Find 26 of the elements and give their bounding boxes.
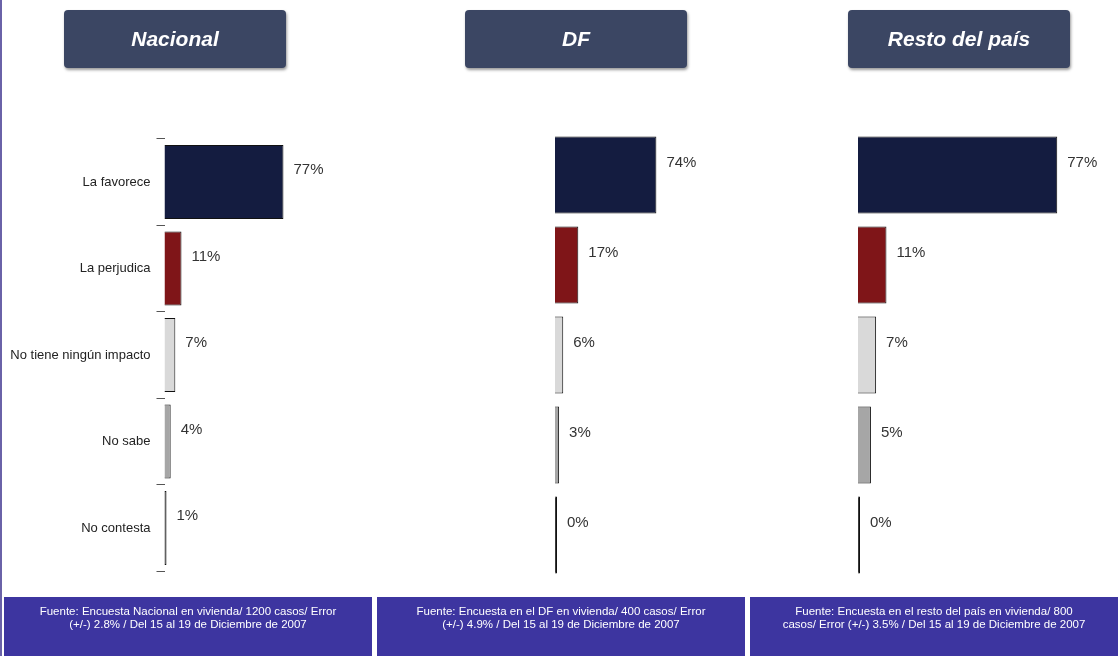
data-label: 5% bbox=[880, 423, 903, 441]
data-label: 0% bbox=[870, 513, 892, 531]
data-label: 3% bbox=[569, 423, 591, 441]
y-tick-label: No tiene ningún impacto bbox=[10, 346, 151, 362]
source-note: Fuente: Encuesta en el resto del país en vivienda/ 800 casos/ Error (+/-) 3.5% / Del 15 al 19 de Diciembre de 2007 bbox=[750, 597, 1118, 656]
data-label: 0% bbox=[567, 513, 589, 531]
source-note: Fuente: Encuesta Nacional en vivienda/ 1200 casos/ Error (+/-) 2.8% / Del 15 al 19 de Diciembre de 2007 bbox=[4, 597, 372, 656]
data-label: 11% bbox=[191, 246, 221, 264]
data-label: 1% bbox=[176, 506, 199, 524]
data-label: 7% bbox=[886, 333, 908, 351]
data-label: 7% bbox=[185, 333, 207, 351]
chart-title: Nacional bbox=[64, 10, 286, 68]
data-label: 4% bbox=[180, 419, 203, 437]
y-tick-label: La favorece bbox=[82, 173, 151, 189]
data-label: 17% bbox=[588, 243, 619, 261]
y-tick-label: No sabe bbox=[102, 433, 151, 449]
y-tick-label: No contesta bbox=[81, 519, 152, 535]
chart-title: Resto del país bbox=[848, 10, 1070, 68]
chart-title: DF bbox=[465, 10, 687, 68]
data-label: 74% bbox=[666, 153, 697, 171]
data-label: 77% bbox=[293, 160, 324, 178]
data-label: 11% bbox=[896, 243, 926, 261]
data-label: 6% bbox=[573, 333, 595, 351]
source-note: Fuente: Encuesta en el DF en vivienda/ 400 casos/ Error (+/-) 4.9% / Del 15 al 19 de Diciembre de 2007 bbox=[377, 597, 745, 656]
y-tick-label: La perjudica bbox=[79, 260, 152, 276]
data-label: 77% bbox=[1067, 153, 1098, 171]
